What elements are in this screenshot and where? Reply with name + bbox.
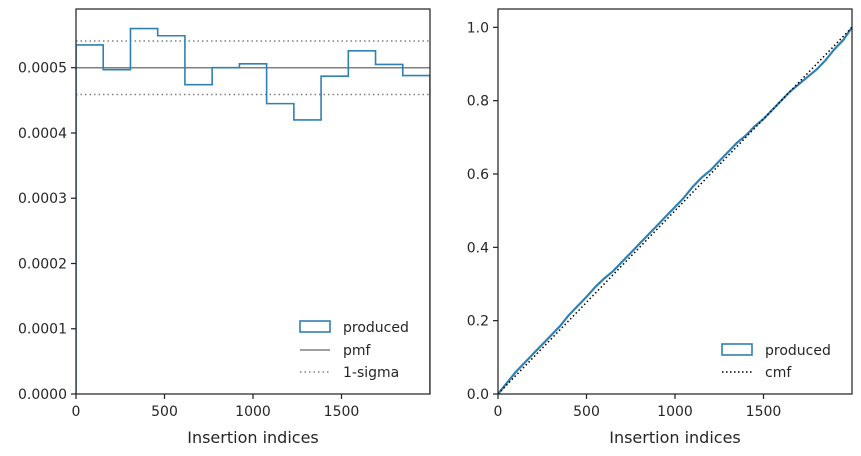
histogram-panel: 0 500 1000 1500 0.00000.00010.00020.00030.0… bbox=[18, 8, 431, 447]
histogram-axes-frame bbox=[75, 8, 431, 395]
histogram-x-axis-label: Insertion indices bbox=[187, 428, 319, 447]
cumulative-y-tick-label: 0.8 bbox=[467, 94, 489, 110]
legend-label: 1-sigma bbox=[343, 365, 399, 381]
histogram-y-tick-label: 0.0002 bbox=[18, 256, 67, 272]
cumulative-x-tick-label: 500 bbox=[573, 404, 600, 420]
cumulative-x-ticks: 0 500 1000 1500 bbox=[494, 394, 782, 420]
histogram-y-tick-label: 0.0004 bbox=[18, 126, 67, 142]
legend-label: cmf bbox=[765, 365, 792, 381]
cumulative-panel: 0 500 1000 1500 0.0 0.2 0.4 0.6 0.8 1.0 Insertio… bbox=[467, 8, 853, 447]
cumulative-x-axis-label: Insertion indices bbox=[609, 428, 741, 447]
cumulative-y-tick-label: 0.4 bbox=[467, 240, 489, 256]
cumulative-y-tick-label: 1.0 bbox=[467, 20, 489, 36]
cumulative-x-tick-label: 0 bbox=[494, 404, 503, 420]
histogram-y-tick-label: 0.0003 bbox=[18, 191, 67, 207]
legend-produced-swatch bbox=[299, 320, 331, 333]
cumulative-data-layer bbox=[498, 26, 852, 394]
histogram-legend: produced pmf 1-sigma bbox=[299, 320, 409, 381]
histogram-x-tick-label: 1500 bbox=[324, 404, 360, 420]
cumulative-legend: produced cmf bbox=[721, 343, 831, 381]
produced-step-line bbox=[76, 27, 430, 394]
legend-label: produced bbox=[765, 343, 831, 359]
histogram-y-tick-label: 0.0001 bbox=[18, 322, 67, 338]
histogram-x-ticks: 0 500 1000 1500 bbox=[72, 394, 360, 420]
cumulative-y-ticks: 0.0 0.2 0.4 0.6 0.8 1.0 bbox=[467, 20, 498, 403]
legend-label: pmf bbox=[343, 343, 372, 359]
cumulative-x-tick-label: 1000 bbox=[657, 404, 693, 420]
histogram-y-tick-label: 0.0000 bbox=[18, 387, 67, 403]
histogram-x-tick-label: 500 bbox=[151, 404, 178, 420]
histogram-data-layer bbox=[76, 27, 430, 394]
cumulative-y-tick-label: 0.2 bbox=[467, 314, 489, 330]
histogram-x-tick-label: 0 bbox=[72, 404, 81, 420]
cumulative-y-tick-label: 0.0 bbox=[467, 387, 489, 403]
histogram-y-tick-label: 0.0005 bbox=[18, 61, 67, 77]
histogram-y-ticks: 0.0000 0.0001 0.0002 0.0003 0.0004 0.0005 bbox=[18, 61, 76, 403]
cmf-line bbox=[498, 26, 852, 394]
cumulative-y-tick-label: 0.6 bbox=[467, 167, 489, 183]
legend-produced-swatch bbox=[721, 343, 753, 356]
cumulative-x-tick-label: 1500 bbox=[746, 404, 782, 420]
legend-label: produced bbox=[343, 320, 409, 336]
histogram-x-tick-label: 1000 bbox=[235, 404, 271, 420]
